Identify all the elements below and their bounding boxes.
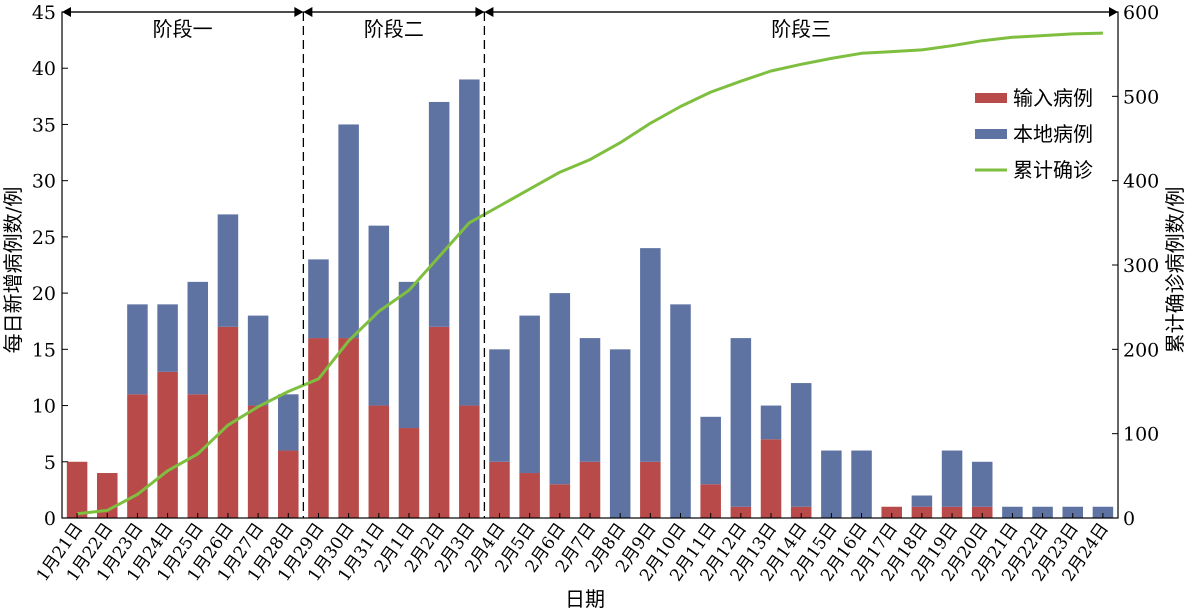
bar-local-2 <box>127 304 148 395</box>
bar-local-11 <box>398 281 420 429</box>
bar-local-16 <box>549 293 571 485</box>
legend-label: 累计确诊 <box>1013 158 1093 182</box>
y-right-tick-label: 0 <box>1123 508 1135 530</box>
bar-local-24 <box>790 383 812 507</box>
cumulative-line-group <box>76 31 1103 516</box>
bar-imported-3 <box>157 371 178 518</box>
bar-local-32 <box>1032 506 1053 518</box>
y-right-tick-label: 100 <box>1123 424 1159 446</box>
y-left-tick-label: 10 <box>32 396 56 418</box>
bar-imported-13 <box>459 405 480 518</box>
bar-local-31 <box>1002 506 1023 518</box>
bar-local-19 <box>640 248 661 462</box>
bar-imported-15 <box>519 473 540 518</box>
bar-local-8 <box>308 259 329 339</box>
bar-imported-8 <box>308 338 329 518</box>
y-axis-label-right: 累计确诊病例数/例 <box>1163 187 1187 354</box>
bar-imported-10 <box>368 405 390 518</box>
y-right-tick-label: 300 <box>1123 255 1159 277</box>
y-left-tick-label: 15 <box>32 339 56 361</box>
bar-local-10 <box>368 225 390 406</box>
bar-local-13 <box>459 79 480 406</box>
bar-imported-17 <box>579 461 601 518</box>
bar-local-26 <box>851 450 872 518</box>
bar-local-34 <box>1092 506 1114 518</box>
bar-local-3 <box>157 304 178 372</box>
legend-swatch <box>975 129 1007 139</box>
y-left-tick-label: 35 <box>32 114 56 136</box>
y-right-tick-label: 500 <box>1123 86 1159 108</box>
bars-group <box>66 79 1114 518</box>
bar-imported-0 <box>66 461 88 518</box>
y-right-tick-label: 200 <box>1123 339 1159 361</box>
y-right-tick-label: 600 <box>1123 2 1159 24</box>
bar-imported-16 <box>549 484 571 518</box>
bar-imported-6 <box>247 405 269 518</box>
stage-label: 阶段一 <box>153 17 213 41</box>
bar-imported-28 <box>911 506 933 518</box>
bar-local-18 <box>609 349 631 518</box>
bar-imported-14 <box>489 461 510 518</box>
bar-local-5 <box>217 214 239 327</box>
bar-local-22 <box>730 338 752 507</box>
bar-local-20 <box>670 304 691 518</box>
legend-label: 本地病例 <box>1013 122 1093 146</box>
bar-local-9 <box>338 124 359 339</box>
bar-imported-30 <box>971 506 993 518</box>
legend-swatch <box>975 93 1007 103</box>
bar-local-30 <box>971 461 993 507</box>
bar-local-15 <box>519 315 540 474</box>
stage-arrow-head-right <box>294 7 304 17</box>
bar-imported-19 <box>640 461 661 518</box>
bar-local-6 <box>247 315 269 406</box>
y-left-tick-label: 5 <box>44 452 56 474</box>
stage-arrow-head-left <box>303 7 313 17</box>
bar-imported-27 <box>881 506 902 518</box>
stage-arrow-head-right <box>475 7 485 17</box>
y-left-tick-label: 40 <box>32 58 56 80</box>
stage-label: 阶段二 <box>364 17 424 41</box>
y-left-tick-label: 45 <box>32 2 56 24</box>
bar-imported-5 <box>217 326 239 518</box>
bar-imported-29 <box>941 506 963 518</box>
bar-imported-11 <box>398 428 420 518</box>
bar-local-4 <box>187 281 209 395</box>
y-left-tick-label: 0 <box>44 508 56 530</box>
bar-local-23 <box>760 405 782 440</box>
bar-imported-7 <box>278 450 299 518</box>
x-axis-label: 日期 <box>565 587 605 611</box>
y-axis-label-left: 每日新增病例数/例 <box>1 187 25 354</box>
bar-local-29 <box>941 450 963 507</box>
bar-imported-4 <box>187 394 209 518</box>
legend-label: 输入病例 <box>1013 86 1093 110</box>
bar-local-12 <box>428 101 450 327</box>
y-right-tick-label: 400 <box>1123 171 1159 193</box>
stage-label: 阶段三 <box>771 17 831 41</box>
bar-local-21 <box>700 416 721 485</box>
bar-imported-24 <box>790 506 812 518</box>
bar-local-28 <box>911 495 933 507</box>
bar-local-14 <box>489 349 510 462</box>
stage-arrow-head-left <box>484 7 494 17</box>
bar-imported-9 <box>338 338 359 518</box>
bar-local-25 <box>821 450 842 518</box>
stage-arrow-head-right <box>1109 7 1118 17</box>
bar-local-33 <box>1062 506 1084 518</box>
y-left-tick-label: 20 <box>32 283 56 305</box>
bar-imported-22 <box>730 506 752 518</box>
bar-imported-12 <box>428 326 450 518</box>
cumulative-line <box>76 31 1103 516</box>
bar-local-17 <box>579 338 601 462</box>
bar-imported-2 <box>127 394 148 518</box>
bar-imported-21 <box>700 484 721 518</box>
y-left-tick-label: 25 <box>32 227 56 249</box>
stages-group: 阶段一 阶段二 阶段三 <box>62 7 1118 518</box>
bar-imported-23 <box>760 439 782 518</box>
stage-arrow-head-left <box>62 7 71 17</box>
bar-local-7 <box>278 394 299 451</box>
y-left-tick-label: 30 <box>32 171 56 193</box>
